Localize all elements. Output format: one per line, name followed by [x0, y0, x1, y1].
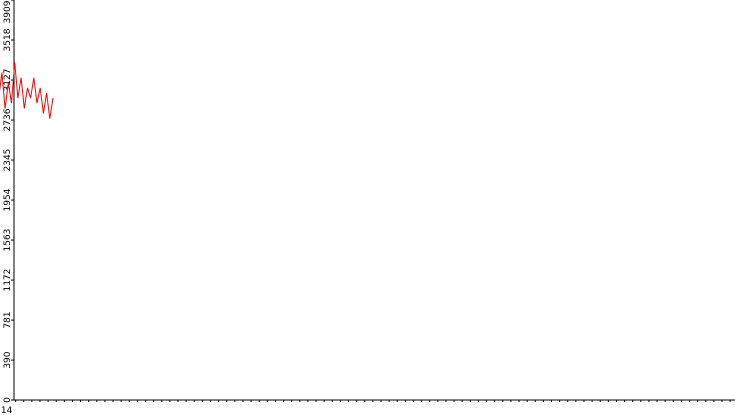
y-tick-label: 0 [3, 397, 13, 403]
y-tick-label: 2345 [3, 149, 13, 172]
y-tick-label: 1954 [3, 188, 13, 211]
y-tick-label: 781 [3, 311, 13, 328]
y-tick-label: 3909 [3, 0, 13, 23]
x-axis-labels: 14:0114:0214:0314:0414:0514:0614:0714:08… [0, 406, 13, 415]
y-tick-label: 2736 [3, 108, 13, 131]
y-tick-label: 1172 [3, 269, 13, 292]
y-tick-label: 3127 [3, 69, 13, 92]
y-tick-label: 3518 [3, 28, 13, 51]
x-tick-label: 14:14 [0, 406, 13, 415]
y-tick-label: 1563 [3, 229, 13, 252]
y-axis-labels: 0 390 781 1172 1563 1954 2345 2736 3127 3518 3909 [3, 0, 13, 403]
y-tick-label: 390 [3, 351, 13, 368]
